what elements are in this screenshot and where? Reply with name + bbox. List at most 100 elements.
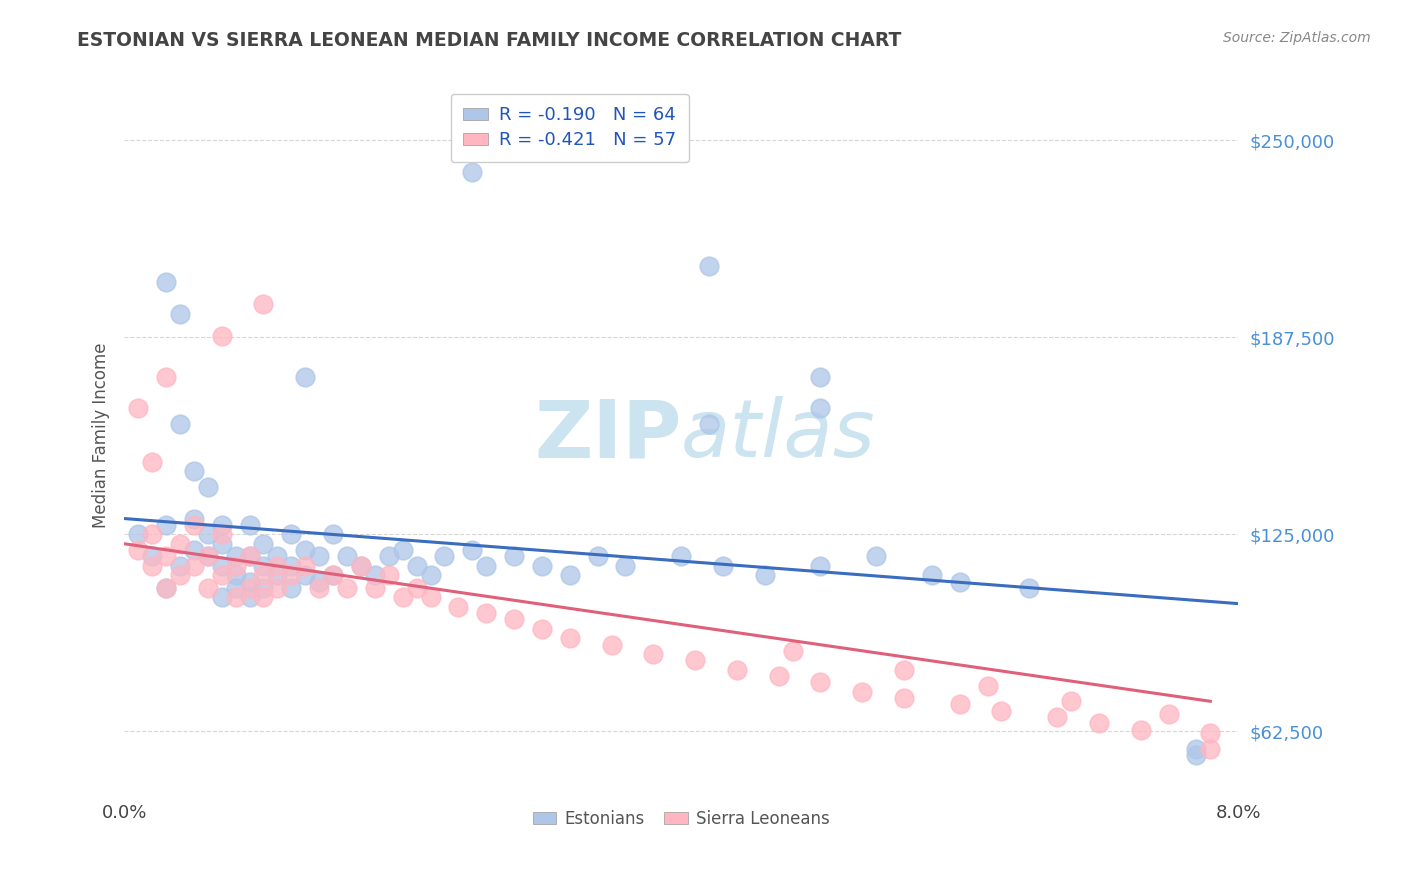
Point: [127, 401, 149, 416]
Point: [294, 558, 316, 573]
Point: [697, 260, 720, 274]
Point: [1199, 726, 1222, 740]
Point: [225, 558, 247, 573]
Point: [294, 369, 316, 384]
Point: [643, 647, 665, 661]
Point: [1199, 741, 1222, 756]
Point: [183, 558, 205, 573]
Point: [225, 568, 247, 582]
Point: [433, 549, 456, 564]
Point: [155, 581, 177, 595]
Point: [754, 568, 776, 582]
Point: [211, 537, 233, 551]
Point: [155, 549, 177, 564]
Point: [322, 568, 344, 582]
Point: [391, 591, 413, 605]
Point: [280, 527, 302, 541]
Point: [364, 568, 387, 582]
Point: [1185, 741, 1208, 756]
Point: [280, 558, 302, 573]
Point: [238, 591, 260, 605]
Point: [169, 307, 191, 321]
Text: ESTONIAN VS SIERRA LEONEAN MEDIAN FAMILY INCOME CORRELATION CHART: ESTONIAN VS SIERRA LEONEAN MEDIAN FAMILY…: [77, 31, 901, 50]
Point: [155, 517, 177, 532]
Point: [683, 653, 706, 667]
Point: [378, 549, 401, 564]
Point: [1046, 710, 1069, 724]
Point: [225, 581, 247, 595]
Text: ZIP: ZIP: [534, 396, 681, 474]
Point: [211, 591, 233, 605]
Point: [169, 537, 191, 551]
Point: [238, 517, 260, 532]
Point: [530, 622, 553, 636]
Point: [225, 549, 247, 564]
Point: [322, 527, 344, 541]
Point: [851, 685, 873, 699]
Y-axis label: Median Family Income: Median Family Income: [93, 343, 110, 528]
Point: [155, 581, 177, 595]
Point: [810, 369, 832, 384]
Point: [197, 581, 219, 595]
Point: [127, 527, 149, 541]
Point: [294, 568, 316, 582]
Point: [391, 543, 413, 558]
Point: [893, 691, 915, 706]
Point: [211, 568, 233, 582]
Point: [711, 558, 734, 573]
Point: [810, 558, 832, 573]
Point: [238, 549, 260, 564]
Point: [669, 549, 692, 564]
Point: [949, 574, 972, 589]
Point: [461, 543, 484, 558]
Point: [475, 558, 498, 573]
Point: [336, 581, 359, 595]
Point: [308, 581, 330, 595]
Point: [280, 581, 302, 595]
Point: [308, 574, 330, 589]
Point: [949, 698, 972, 712]
Point: [558, 568, 581, 582]
Point: [976, 679, 998, 693]
Point: [141, 549, 163, 564]
Point: [308, 549, 330, 564]
Point: [238, 574, 260, 589]
Point: [183, 464, 205, 478]
Point: [183, 517, 205, 532]
Point: [280, 568, 302, 582]
Point: [294, 543, 316, 558]
Point: [364, 581, 387, 595]
Point: [503, 549, 526, 564]
Point: [127, 543, 149, 558]
Text: Source: ZipAtlas.com: Source: ZipAtlas.com: [1223, 31, 1371, 45]
Point: [266, 549, 288, 564]
Point: [197, 549, 219, 564]
Point: [211, 527, 233, 541]
Point: [447, 599, 470, 614]
Point: [503, 612, 526, 626]
Point: [1060, 694, 1083, 708]
Point: [252, 581, 274, 595]
Point: [697, 417, 720, 431]
Point: [141, 455, 163, 469]
Point: [211, 517, 233, 532]
Point: [252, 537, 274, 551]
Point: [225, 591, 247, 605]
Point: [350, 558, 373, 573]
Point: [211, 328, 233, 343]
Point: [419, 591, 441, 605]
Point: [155, 369, 177, 384]
Point: [266, 558, 288, 573]
Legend: Estonians, Sierra Leoneans: Estonians, Sierra Leoneans: [526, 803, 837, 834]
Point: [1157, 706, 1180, 721]
Point: [614, 558, 637, 573]
Point: [238, 549, 260, 564]
Point: [558, 632, 581, 646]
Point: [266, 581, 288, 595]
Point: [405, 558, 427, 573]
Point: [1129, 723, 1152, 737]
Point: [921, 568, 943, 582]
Point: [197, 480, 219, 494]
Text: atlas: atlas: [681, 396, 876, 474]
Point: [211, 558, 233, 573]
